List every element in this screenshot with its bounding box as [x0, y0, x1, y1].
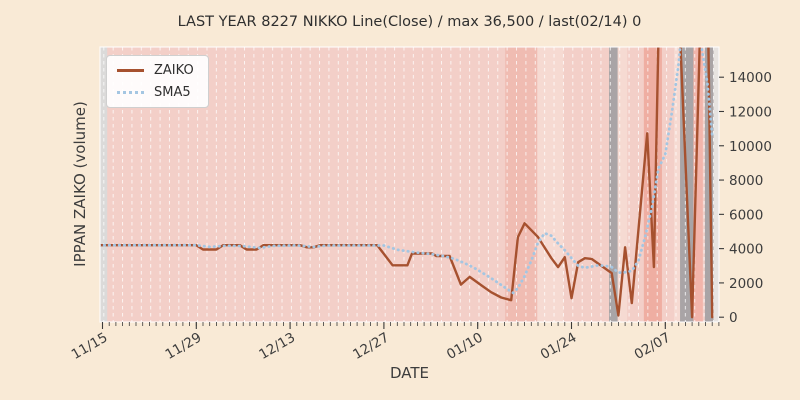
x-tick-label: 01/10: [444, 330, 486, 363]
y-tick-label: 4000: [729, 242, 763, 258]
legend-label-sma5: SMA5: [154, 85, 191, 100]
zaiko-line-swatch-icon: [117, 69, 144, 72]
y-tick-label: 6000: [729, 207, 763, 223]
x-tick-label: 12/13: [256, 330, 298, 363]
y-tick-label: 8000: [729, 173, 763, 189]
legend-item-sma5: SMA5: [117, 85, 194, 100]
x-tick-label: 01/24: [538, 330, 580, 363]
highlight-band: [617, 47, 628, 322]
y-tick-label: 0: [729, 310, 738, 326]
y-axis-label: IPPAN ZAIKO (volume): [71, 101, 89, 267]
chart-title: LAST YEAR 8227 NIKKO Line(Close) / max 3…: [177, 14, 642, 30]
highlight-band: [609, 47, 618, 322]
highlight-band: [505, 47, 538, 322]
x-axis-label: DATE: [389, 364, 430, 382]
highlight-band: [674, 47, 681, 322]
highlight-band: [537, 47, 564, 322]
y-tick-label: 14000: [729, 70, 772, 86]
x-tick-label: 12/27: [350, 330, 392, 363]
highlight-band: [100, 47, 108, 322]
highlight-band: [693, 47, 703, 322]
legend-item-zaiko: ZAIKO: [117, 63, 194, 78]
highlight-band: [643, 47, 662, 322]
legend-box: ZAIKO SMA5: [106, 55, 209, 108]
x-tick-label: 11/15: [69, 330, 111, 363]
plot-frame: [99, 46, 720, 323]
highlight-band: [713, 47, 719, 322]
x-tick-label: 02/07: [632, 330, 674, 363]
x-tick-label: 11/29: [163, 330, 205, 363]
y-tick-label: 12000: [729, 104, 772, 120]
y-tick-label: 10000: [729, 139, 772, 155]
sma5-line: [100, 47, 714, 295]
y-tick-label: 2000: [729, 276, 763, 292]
legend-label-zaiko: ZAIKO: [154, 63, 194, 78]
sma5-line-swatch-icon: [117, 91, 144, 94]
